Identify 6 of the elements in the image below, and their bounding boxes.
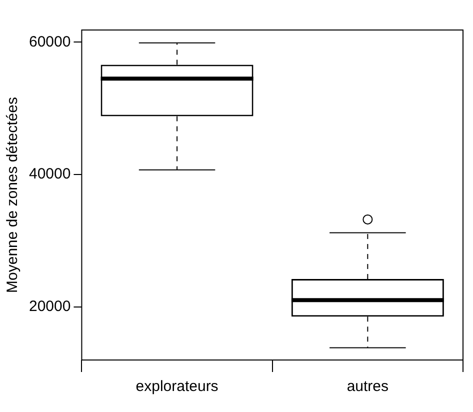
y-tick-label: 40000 [28,166,71,183]
x-tick-label: explorateurs [136,378,218,396]
x-tick-label: autres [346,378,389,396]
y-axis-title: Moyenne de zones détectées [4,97,22,293]
y-tick-label: 20000 [28,298,71,315]
y-tick-label: 60000 [28,33,71,50]
